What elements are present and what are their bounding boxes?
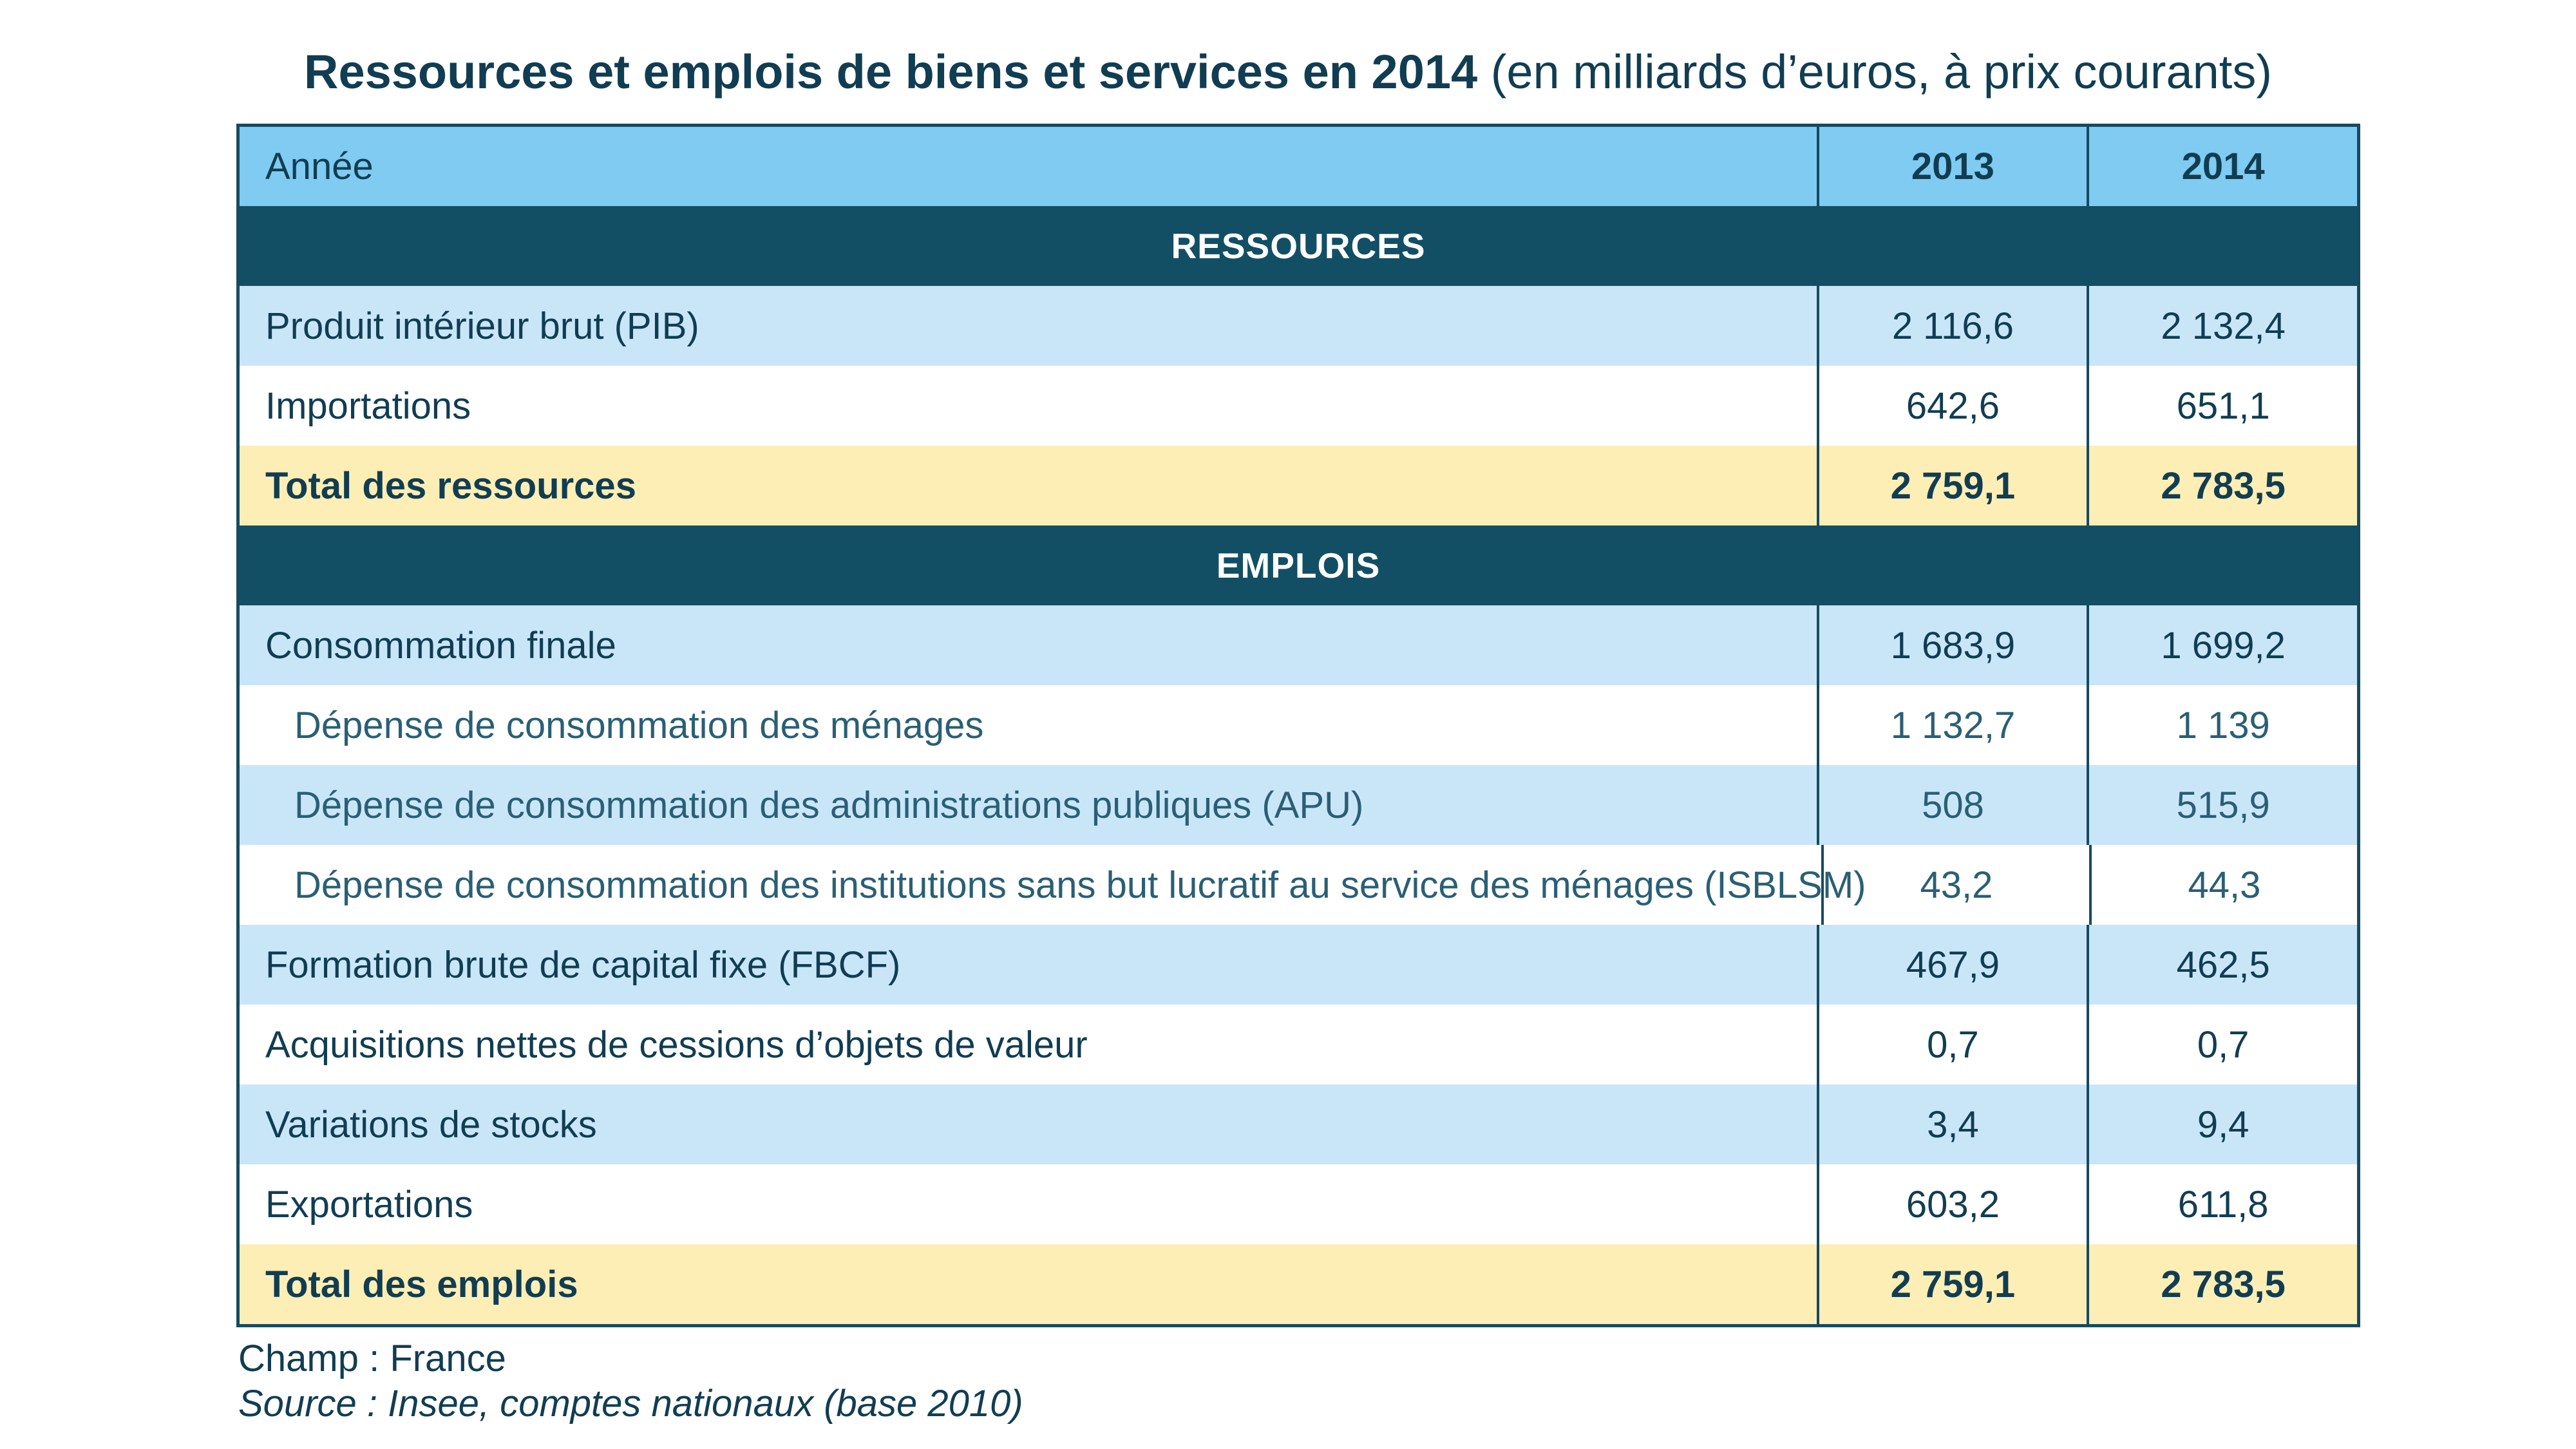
row-value-2013: 1 683,9: [1816, 605, 2087, 685]
row-value-2013: 2 116,6: [1816, 286, 2087, 366]
row-value-2013: 2 759,1: [1816, 446, 2087, 526]
table-row: Consommation finale 1 683,9 1 699,2: [240, 605, 2357, 685]
row-value-2014: 515,9: [2087, 765, 2357, 845]
section-ressources: RESSOURCES: [240, 206, 2357, 286]
row-value-2014: 44,3: [2089, 845, 2357, 925]
row-value-2013: 3,4: [1816, 1084, 2087, 1164]
table-row: Produit intérieur brut (PIB) 2 116,6 2 1…: [240, 286, 2357, 366]
data-table: Année 2013 2014 RESSOURCES Produit intér…: [236, 124, 2360, 1327]
total-row: Total des ressources 2 759,1 2 783,5: [240, 446, 2357, 526]
row-value-2014: 611,8: [2087, 1164, 2357, 1244]
row-label: Total des emplois: [265, 1263, 578, 1305]
title-main: Ressources et emplois de biens et servic…: [304, 45, 1478, 99]
table-row: Acquisitions nettes de cessions d’objets…: [240, 1005, 2357, 1084]
row-value-2013: 0,7: [1816, 1005, 2087, 1084]
header-year-2014: 2014: [2087, 127, 2357, 206]
row-value-2014: 462,5: [2087, 925, 2357, 1005]
row-value-2014: 0,7: [2087, 1005, 2357, 1084]
row-label: Produit intérieur brut (PIB): [265, 305, 699, 347]
row-label: Consommation finale: [265, 624, 616, 667]
row-value-2014: 9,4: [2087, 1084, 2357, 1164]
row-label: Formation brute de capital fixe (FBCF): [265, 943, 901, 986]
footnote: Champ : France Source : Insee, comptes n…: [238, 1336, 1023, 1426]
header-year-2013: 2013: [1816, 127, 2087, 206]
row-value-2013: 43,2: [1821, 845, 2089, 925]
row-label: Importations: [265, 384, 471, 427]
row-label: Dépense de consommation des institutions…: [294, 864, 1866, 906]
table-row: Dépense de consommation des administrati…: [240, 765, 2357, 845]
row-value-2013: 508: [1816, 765, 2087, 845]
row-value-2014: 1 139: [2087, 685, 2357, 765]
page-title: Ressources et emplois de biens et servic…: [0, 40, 2576, 104]
title-unit: (en milliards d’euros, à prix courants): [1490, 45, 2272, 99]
header-label: Année: [265, 146, 374, 187]
row-label: Dépense de consommation des administrati…: [294, 784, 1364, 826]
row-value-2013: 642,6: [1816, 366, 2087, 446]
row-label: Total des ressources: [265, 464, 636, 507]
row-label: Exportations: [265, 1183, 473, 1226]
row-value-2013: 603,2: [1816, 1164, 2087, 1244]
table-row: Importations 642,6 651,1: [240, 366, 2357, 446]
row-value-2013: 1 132,7: [1816, 685, 2087, 765]
row-value-2014: 2 132,4: [2087, 286, 2357, 366]
row-label: Variations de stocks: [265, 1103, 597, 1146]
table-row: Formation brute de capital fixe (FBCF) 4…: [240, 925, 2357, 1005]
table-header-row: Année 2013 2014: [240, 127, 2357, 206]
section-emplois: EMPLOIS: [240, 526, 2357, 605]
row-value-2014: 2 783,5: [2087, 1244, 2357, 1324]
row-value-2014: 1 699,2: [2087, 605, 2357, 685]
row-value-2014: 2 783,5: [2087, 446, 2357, 526]
footnote-source: Source : Insee, comptes nationaux (base …: [238, 1383, 1023, 1425]
table-row: Variations de stocks 3,4 9,4: [240, 1084, 2357, 1164]
footnote-champ: Champ : France: [238, 1338, 506, 1379]
row-label: Dépense de consommation des ménages: [294, 704, 984, 746]
row-value-2013: 2 759,1: [1816, 1244, 2087, 1324]
row-value-2014: 651,1: [2087, 366, 2357, 446]
table-row: Exportations 603,2 611,8: [240, 1164, 2357, 1244]
row-value-2013: 467,9: [1816, 925, 2087, 1005]
table-row: Dépense de consommation des ménages 1 13…: [240, 685, 2357, 765]
total-row: Total des emplois 2 759,1 2 783,5: [240, 1244, 2357, 1324]
table-row: Dépense de consommation des institutions…: [240, 845, 2357, 925]
row-label: Acquisitions nettes de cessions d’objets…: [265, 1023, 1088, 1066]
